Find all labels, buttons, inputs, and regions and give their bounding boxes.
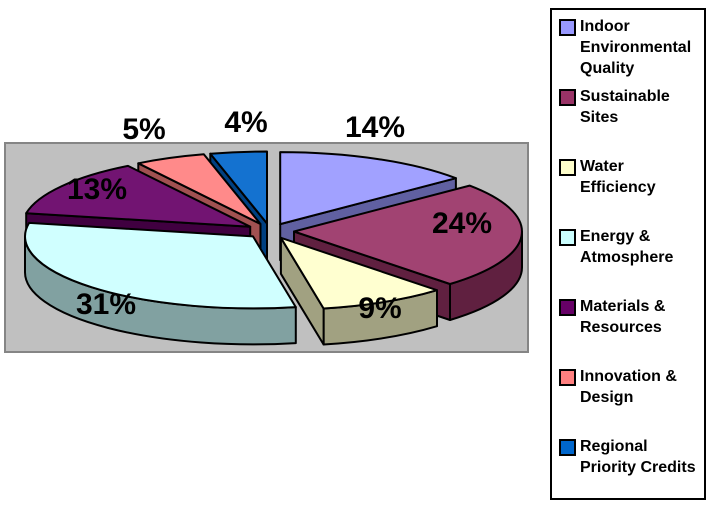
legend-swatch-icon xyxy=(559,439,576,456)
pie-slice-water-efficiency xyxy=(279,236,438,310)
legend-swatch-icon xyxy=(559,229,576,246)
pie-labels-group: 14% 24% 9% 31% 13% 5% 4% xyxy=(67,106,492,325)
legend-item-materials-resources: Materials & Resources xyxy=(559,296,704,366)
pie-slice-indoor-environmental-quality xyxy=(279,151,457,226)
pct-label-innovation-design: 5% xyxy=(122,113,165,146)
legend-swatch-icon xyxy=(559,299,576,316)
pct-label-water-efficiency: 9% xyxy=(358,292,401,325)
pct-label-indoor-environmental-quality: 14% xyxy=(345,111,405,144)
pie-slices-group xyxy=(24,150,523,346)
pct-label-materials-resources: 13% xyxy=(67,173,127,206)
legend-label: Innovation & Design xyxy=(580,368,677,406)
chart-legend: Indoor Environmental Quality Sustainable … xyxy=(550,8,706,500)
pie-slice-materials-resources xyxy=(25,164,252,228)
legend-item-water-efficiency: Water Efficiency xyxy=(559,156,704,226)
pie-slice-sustainable-sites xyxy=(293,184,523,285)
legend-swatch-icon xyxy=(559,159,576,176)
legend-item-indoor-environmental-quality: Indoor Environmental Quality xyxy=(559,16,704,86)
legend-label: Energy & Atmosphere xyxy=(580,228,674,266)
legend-label: Water Efficiency xyxy=(580,158,656,196)
pie-slice-energy-atmosphere xyxy=(24,221,297,310)
pie-slice-innovation-design xyxy=(137,153,262,225)
pct-label-regional-priority-credits: 4% xyxy=(224,106,267,139)
legend-label: Indoor Environmental Quality xyxy=(580,18,692,77)
pie-slice-regional-priority-credits xyxy=(209,150,268,225)
legend-label: Regional Priority Credits xyxy=(580,438,696,476)
legend-item-regional-priority-credits: Regional Priority Credits xyxy=(559,436,704,506)
legend-swatch-icon xyxy=(559,19,576,36)
pct-label-sustainable-sites: 24% xyxy=(432,207,492,240)
legend-label: Sustainable Sites xyxy=(580,88,670,126)
legend-label: Materials & Resources xyxy=(580,298,666,336)
legend-item-innovation-design: Innovation & Design xyxy=(559,366,704,436)
legend-item-energy-atmosphere: Energy & Atmosphere xyxy=(559,226,704,296)
pct-label-energy-atmosphere: 31% xyxy=(76,288,136,321)
legend-swatch-icon xyxy=(559,89,576,106)
legend-swatch-icon xyxy=(559,369,576,386)
legend-item-sustainable-sites: Sustainable Sites xyxy=(559,86,704,156)
